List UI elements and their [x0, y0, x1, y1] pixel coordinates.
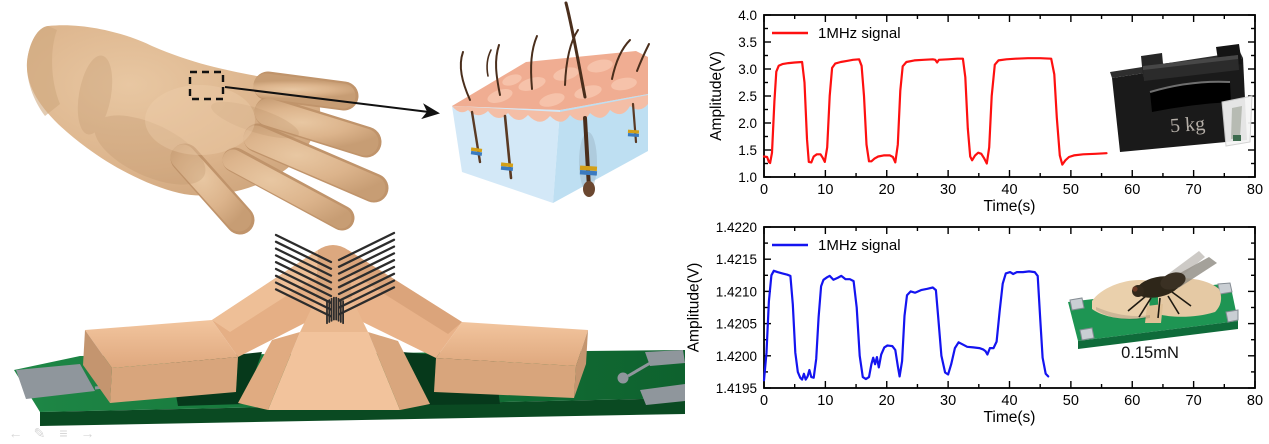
roi-dashed-box [188, 70, 225, 101]
x-tick-label: 80 [1247, 393, 1263, 409]
fly-force-label: 0.15mN [1121, 344, 1179, 362]
illustration-panel [14, 1, 685, 426]
x-tick-label: 30 [940, 393, 956, 409]
hand-highlight [145, 85, 255, 155]
ticks [763, 14, 1256, 178]
x-tick-label: 40 [1001, 182, 1017, 198]
x-tick-label: 50 [1063, 182, 1079, 198]
epidermis-cell-texture [487, 59, 637, 107]
legend-label: 1MHz signal [818, 25, 901, 42]
follicles [470, 102, 640, 197]
menu-icon[interactable]: ≡ [59, 425, 68, 441]
hairs [459, 1, 650, 101]
skin-cross-section [452, 1, 650, 203]
x-tick-label: 0 [760, 182, 768, 198]
y-tick-label: 4.0 [738, 8, 757, 23]
y-tick-label: 3.5 [738, 35, 757, 50]
y-tick-label: 2.5 [738, 89, 757, 104]
pcb-front-edge [40, 398, 685, 426]
sensor-device-render [14, 231, 685, 426]
x-axis-label: Time(s) [984, 198, 1036, 215]
series-line [762, 57, 1108, 166]
y-axis-label: Amplitude(V) [708, 51, 725, 141]
x-tick-label: 20 [879, 393, 895, 409]
x-tick-label: 30 [940, 182, 956, 198]
y-tick-label: 1.4220 [716, 220, 757, 235]
x-tick-label: 0 [760, 393, 768, 409]
arrow-left-icon[interactable]: ← [8, 425, 23, 441]
x-tick-label: 20 [879, 182, 895, 198]
legend-label: 1MHz signal [818, 237, 901, 254]
y-tick-label: 1.4200 [716, 349, 757, 364]
dermis-front-left [452, 106, 560, 203]
fly [1127, 251, 1217, 319]
weight-label: 5 kg [1169, 113, 1205, 137]
series-line [762, 269, 1050, 382]
wrist-cuff [26, 26, 61, 116]
x-tick-label: 80 [1247, 182, 1263, 198]
y-axis-label: Amplitude(V) [685, 263, 702, 353]
hand-shading [77, 55, 299, 185]
x-axis-label: Time(s) [984, 409, 1036, 426]
arrow-right-icon[interactable]: → [80, 425, 95, 441]
x-tick-label: 60 [1124, 393, 1140, 409]
zoom-arrow [224, 86, 440, 120]
x-tick-label: 10 [817, 393, 833, 409]
watermark-toolbar: ← ✎ ≡ → [8, 425, 95, 441]
fingers [170, 73, 386, 232]
inset-pcb-pads [1069, 282, 1239, 341]
x-tick-label: 50 [1063, 393, 1079, 409]
y-tick-label: 2.0 [738, 116, 757, 131]
chart-top-5kg: 0 10 20 30 40 50 60 70 80 1.0 1.5 2.0 2.5 3.0 3.5 4.0 Ti… [708, 8, 1263, 215]
fly-photo-inset: 0.15mN [1068, 251, 1239, 362]
ticks [763, 226, 1256, 389]
x-tick-label: 40 [1001, 393, 1017, 409]
y-tick-label: 1.4210 [716, 284, 757, 299]
whisker-array [274, 231, 396, 325]
copper-membrane [83, 245, 588, 410]
x-tick-label: 70 [1186, 393, 1202, 409]
weight-photo-inset: 5 kg [1110, 44, 1253, 152]
y-tick-label: 1.0 [738, 170, 757, 185]
y-tick-label: 1.4205 [716, 317, 757, 332]
pencil-icon[interactable]: ✎ [33, 425, 46, 441]
x-tick-label: 60 [1124, 182, 1140, 198]
x-tick-label: 70 [1186, 182, 1202, 198]
x-tick-label: 10 [817, 182, 833, 198]
hand-illustration [26, 25, 389, 235]
epidermis-underside [452, 95, 648, 122]
pcb-pads [16, 350, 685, 405]
y-tick-label: 1.4195 [716, 381, 757, 396]
y-tick-label: 1.4215 [716, 252, 757, 267]
y-tick-label: 1.5 [738, 143, 757, 158]
dermis-front-right [553, 94, 648, 203]
membrane-center [1145, 304, 1163, 323]
y-tick-label: 3.0 [738, 62, 757, 77]
